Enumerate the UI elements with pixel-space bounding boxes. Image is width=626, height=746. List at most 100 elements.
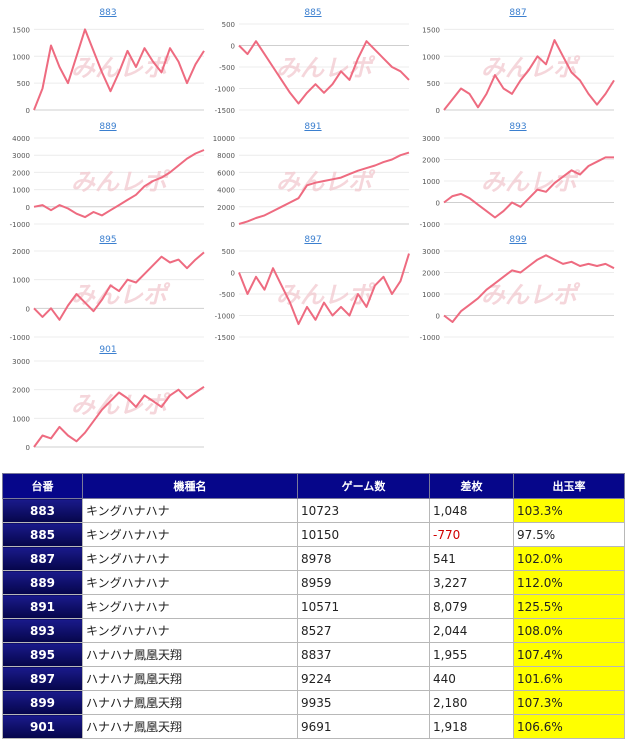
header-payout-rate: 出玉率 bbox=[513, 473, 625, 499]
watermark: みんレポ bbox=[276, 54, 376, 82]
machine-number-cell: 885 bbox=[2, 522, 83, 547]
chart-title-link[interactable]: 895 bbox=[99, 235, 117, 245]
series-line bbox=[443, 39, 615, 111]
watermark: みんレポ bbox=[71, 168, 171, 196]
chart-title-link[interactable]: 897 bbox=[304, 235, 322, 245]
series-line bbox=[238, 40, 410, 105]
table-row: 889 キングハナハナ 8959 3,227 112.0% bbox=[2, 570, 625, 595]
y-tick-label: 0 bbox=[436, 313, 440, 321]
chart-3: 889 -1000 0 1000 2000 3000 4000 みんレポ bbox=[8, 122, 208, 229]
chart-title-link[interactable]: 899 bbox=[509, 235, 527, 245]
difference-cell: 1,918 bbox=[429, 714, 514, 739]
chart-5: 893 -1000 0 1000 2000 3000 みんレポ bbox=[418, 122, 618, 229]
game-count-cell: 8978 bbox=[297, 546, 430, 571]
chart-title-link[interactable]: 885 bbox=[304, 8, 322, 18]
y-tick-label: 0 bbox=[231, 221, 235, 229]
chart-plot: -1000 0 1000 2000 3000 4000 みんレポ bbox=[10, 135, 205, 229]
payout-rate-cell: 101.6% bbox=[513, 666, 625, 691]
chart-0: 883 0 500 1000 1500 みんレポ bbox=[8, 8, 208, 115]
difference-cell: 541 bbox=[429, 546, 514, 571]
chart-plot: 0 2000 4000 6000 8000 10000 みんレポ bbox=[213, 135, 410, 229]
difference-cell: 2,044 bbox=[429, 618, 514, 643]
model-name-cell: ハナハナ鳳凰天翔 bbox=[82, 642, 298, 667]
y-tick-label: 1000 bbox=[422, 53, 440, 61]
model-name-cell: ハナハナ鳳凰天翔 bbox=[82, 666, 298, 691]
difference-cell: 1,955 bbox=[429, 642, 514, 667]
model-name-cell: キングハナハナ bbox=[82, 618, 298, 643]
y-tick-label: 2000 bbox=[422, 157, 440, 165]
y-tick-label: 4000 bbox=[12, 135, 30, 143]
chart-title-link[interactable]: 883 bbox=[99, 8, 117, 18]
y-tick-label: 2000 bbox=[12, 169, 30, 177]
chart-1: 885 -1500 -1000 -500 0 500 みんレポ bbox=[213, 8, 413, 115]
header-machine-number: 台番 bbox=[2, 473, 83, 499]
machine-number-cell: 899 bbox=[2, 690, 83, 715]
y-tick-label: -1000 bbox=[215, 86, 235, 94]
game-count-cell: 10723 bbox=[297, 498, 430, 523]
payout-rate-cell: 108.0% bbox=[513, 618, 625, 643]
watermark: みんレポ bbox=[71, 391, 171, 419]
y-tick-label: 500 bbox=[222, 21, 235, 29]
game-count-cell: 8837 bbox=[297, 642, 430, 667]
chart-plot: 0 1000 2000 3000 みんレポ bbox=[12, 358, 205, 452]
payout-rate-cell: 107.3% bbox=[513, 690, 625, 715]
chart-9: 901 0 1000 2000 3000 みんレポ bbox=[8, 345, 208, 452]
y-tick-label: 10000 bbox=[213, 135, 235, 143]
payout-rate-cell: 106.6% bbox=[513, 714, 625, 739]
y-tick-label: 1000 bbox=[422, 291, 440, 299]
y-tick-label: -500 bbox=[219, 291, 235, 299]
chart-8: 899 -1000 0 1000 2000 3000 みんレポ bbox=[418, 235, 618, 342]
model-name-cell: キングハナハナ bbox=[82, 546, 298, 571]
series-line bbox=[33, 251, 205, 321]
machine-number-cell: 891 bbox=[2, 594, 83, 619]
series-line bbox=[238, 253, 410, 326]
chart-plot: -1000 0 1000 2000 3000 みんレポ bbox=[420, 248, 615, 342]
difference-cell: 440 bbox=[429, 666, 514, 691]
chart-title-link[interactable]: 891 bbox=[304, 122, 322, 132]
machine-number-cell: 895 bbox=[2, 642, 83, 667]
y-tick-label: -1000 bbox=[420, 334, 440, 342]
payout-rate-cell: 107.4% bbox=[513, 642, 625, 667]
series-line bbox=[443, 156, 614, 219]
table-row: 887 キングハナハナ 8978 541 102.0% bbox=[2, 546, 625, 571]
y-tick-label: 3000 bbox=[12, 358, 30, 366]
y-tick-label: 0 bbox=[26, 305, 30, 313]
machine-number-cell: 893 bbox=[2, 618, 83, 643]
header-difference: 差枚 bbox=[429, 473, 514, 499]
chart-title-link[interactable]: 887 bbox=[509, 8, 527, 18]
chart-title-link[interactable]: 893 bbox=[509, 122, 527, 132]
y-tick-label: 500 bbox=[427, 80, 440, 88]
header-model-name: 機種名 bbox=[82, 473, 298, 499]
series-line bbox=[33, 28, 205, 111]
chart-6: 895 -1000 0 1000 2000 みんレポ bbox=[8, 235, 208, 342]
table-row: 891 キングハナハナ 10571 8,079 125.5% bbox=[2, 594, 625, 619]
y-tick-label: 8000 bbox=[217, 152, 235, 160]
series-line bbox=[33, 385, 205, 448]
chart-plot: -1000 0 1000 2000 3000 みんレポ bbox=[420, 135, 614, 229]
difference-cell: -770 bbox=[429, 522, 514, 547]
payout-rate-cell: 125.5% bbox=[513, 594, 625, 619]
chart-title-link[interactable]: 889 bbox=[99, 122, 117, 132]
model-name-cell: キングハナハナ bbox=[82, 522, 298, 547]
charts-grid: 883 0 500 1000 1500 みんレポ 885 -1500 -1000 -500 0 500… bbox=[8, 8, 618, 452]
y-tick-label: 1000 bbox=[12, 53, 30, 61]
chart-4: 891 0 2000 4000 6000 8000 10000 みんレポ bbox=[213, 122, 413, 229]
payout-rate-cell: 102.0% bbox=[513, 546, 625, 571]
table-row: 885 キングハナハナ 10150 -770 97.5% bbox=[2, 522, 625, 547]
y-tick-label: 2000 bbox=[422, 270, 440, 278]
y-tick-label: 0 bbox=[26, 204, 30, 212]
series-line bbox=[33, 149, 205, 219]
chart-7: 897 -1500 -1000 -500 0 500 みんレポ bbox=[213, 235, 413, 342]
watermark: みんレポ bbox=[481, 281, 581, 309]
y-tick-label: 500 bbox=[17, 80, 30, 88]
table-row: 897 ハナハナ鳳凰天翔 9224 440 101.6% bbox=[2, 666, 625, 691]
payout-rate-cell: 112.0% bbox=[513, 570, 625, 595]
y-tick-label: 2000 bbox=[217, 204, 235, 212]
machine-number-cell: 887 bbox=[2, 546, 83, 571]
y-tick-label: 1000 bbox=[12, 415, 30, 423]
game-count-cell: 8959 bbox=[297, 570, 430, 595]
chart-title-link[interactable]: 901 bbox=[99, 345, 117, 355]
y-tick-label: 1500 bbox=[422, 26, 440, 34]
